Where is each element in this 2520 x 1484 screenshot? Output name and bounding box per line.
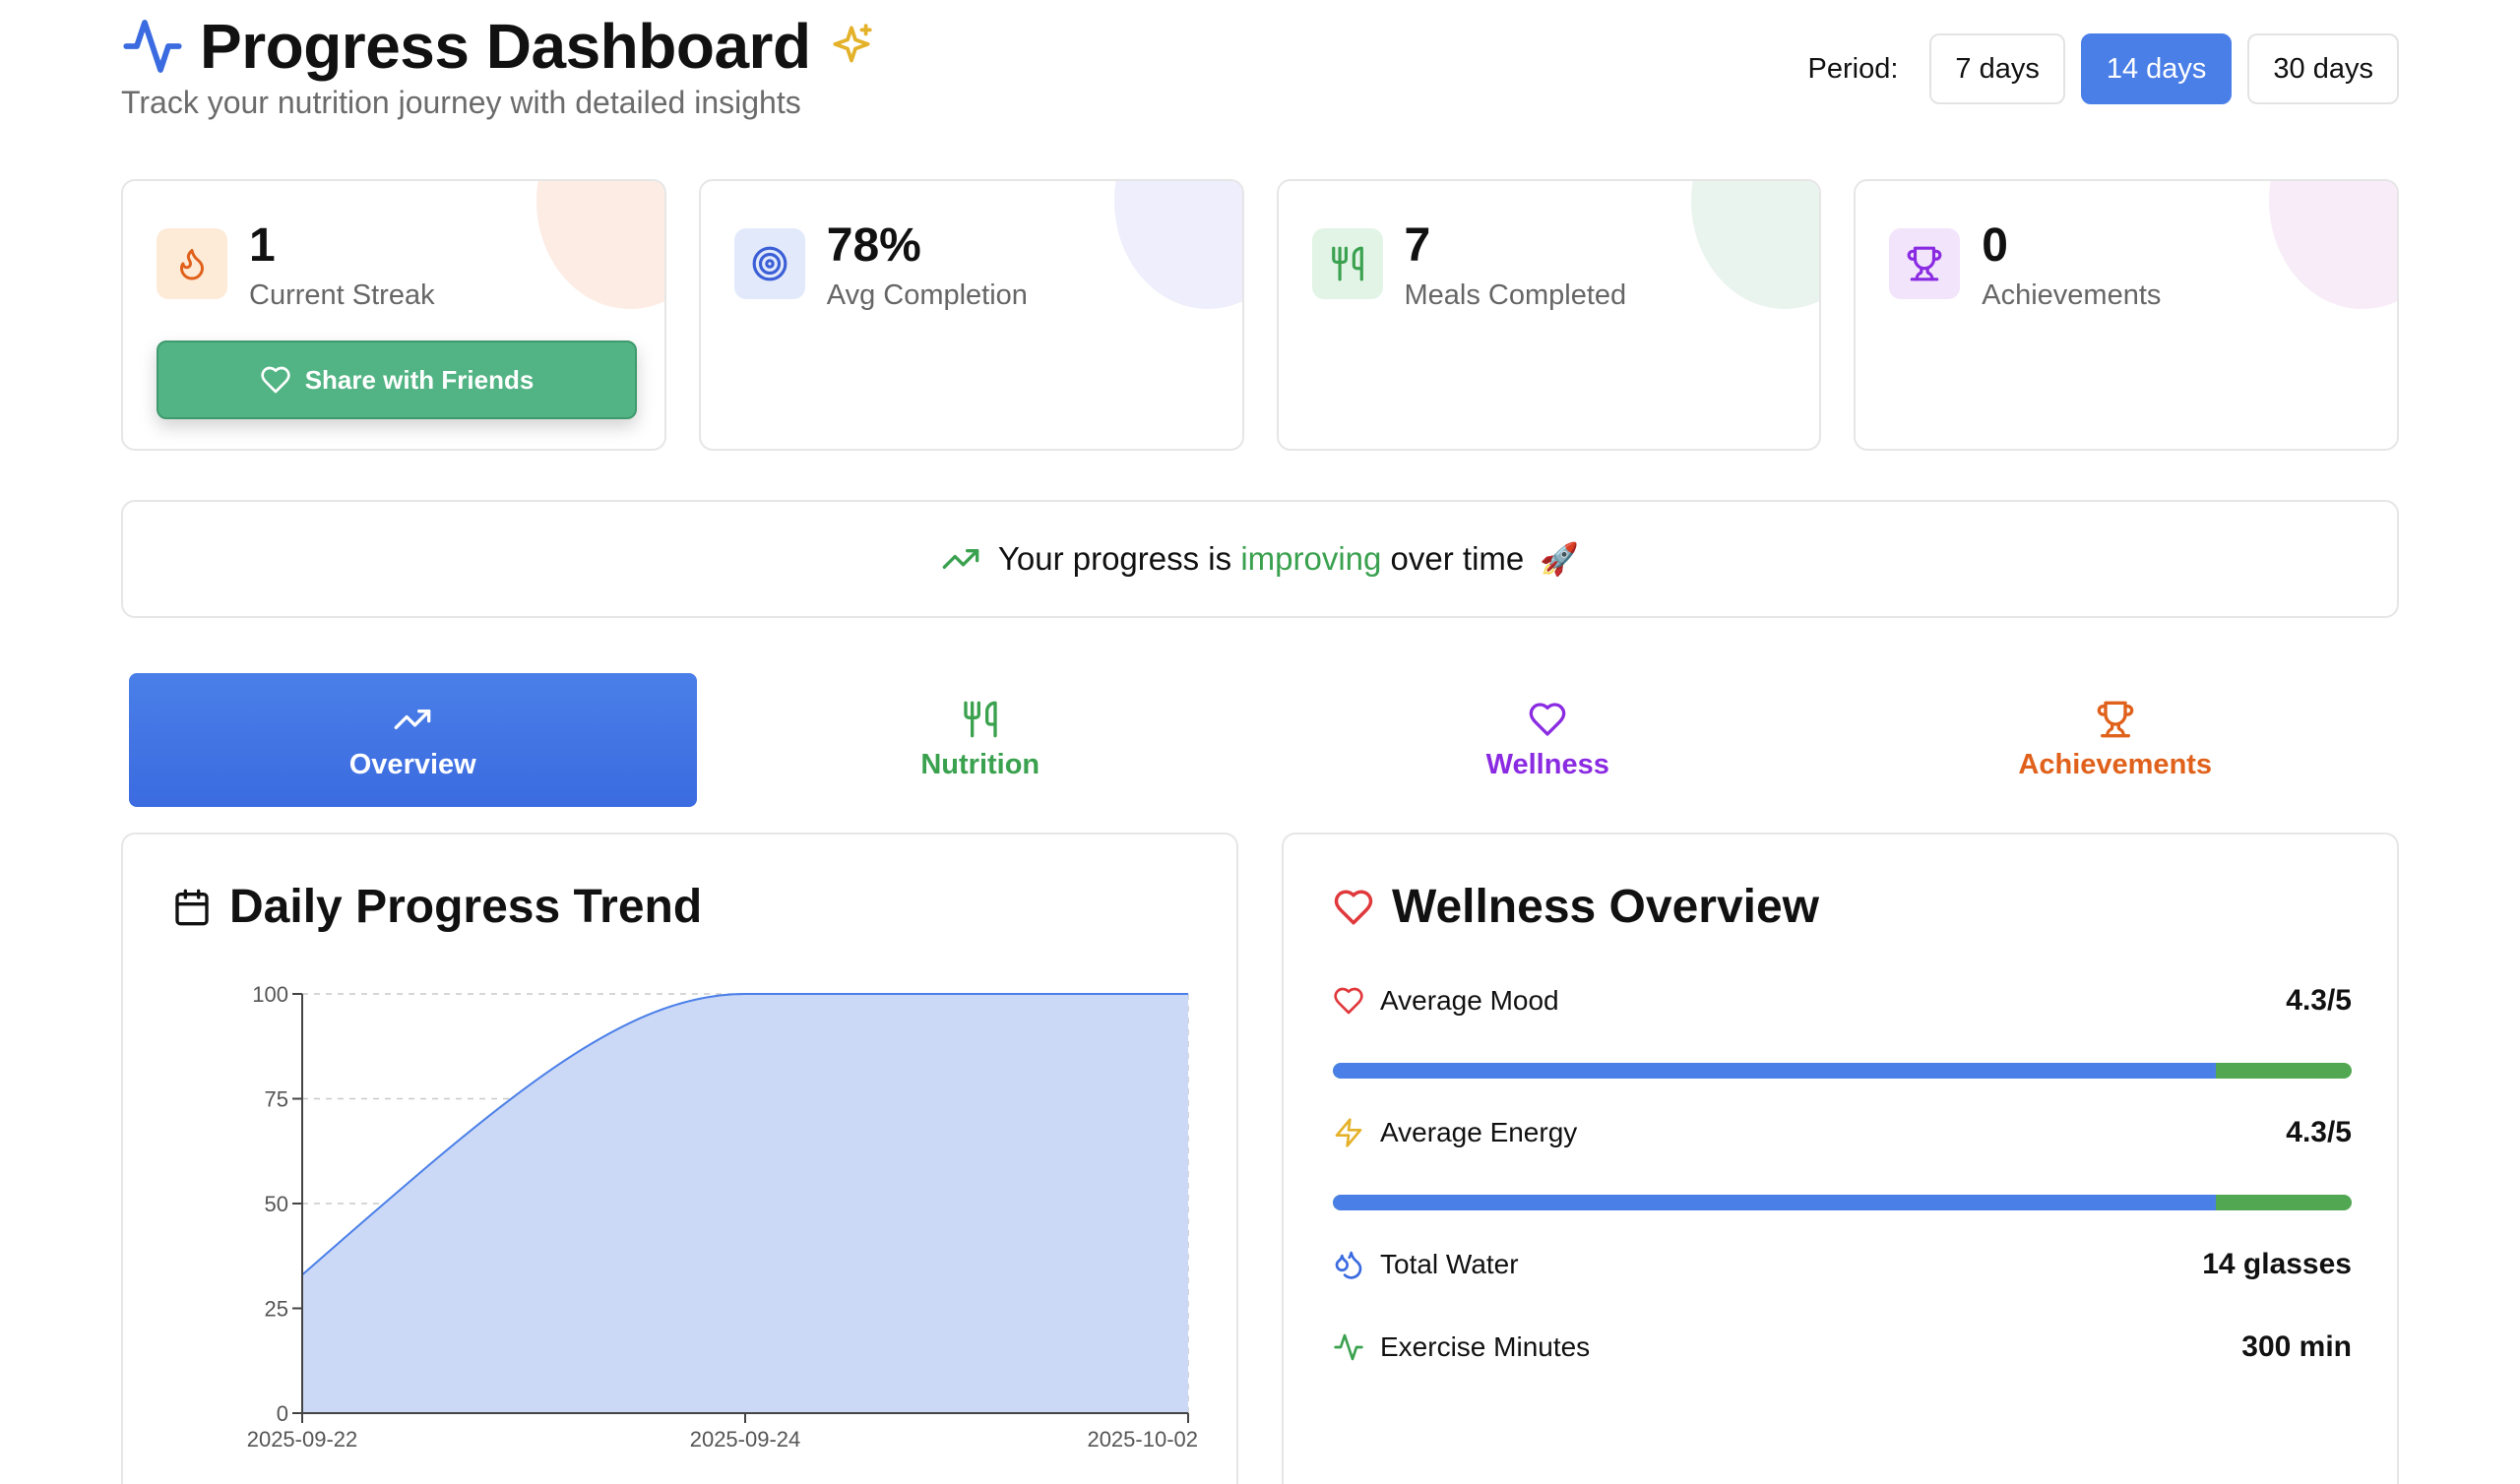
x-tick-label: 2025-10-02 xyxy=(1087,1427,1198,1452)
metric-exercise-minutes: Exercise Minutes 300 min xyxy=(1333,1330,2352,1364)
droplets-icon xyxy=(1335,1251,1362,1279)
stat-card-meals: 7 Meals Completed xyxy=(1276,179,1822,451)
metric-label: Average Energy xyxy=(1380,1117,1578,1147)
share-with-friends-button[interactable]: Share with Friends xyxy=(157,340,637,419)
metric-value: 300 min xyxy=(2241,1330,2352,1363)
y-tick-label: 75 xyxy=(265,1087,288,1112)
daily-progress-panel: Daily Progress Trend 0 25 50 75 100 2025-09-2… xyxy=(121,833,1238,1484)
stat-value: 78% xyxy=(826,219,921,272)
tab-label: Achievements xyxy=(2018,748,2213,780)
rocket-icon: 🚀 xyxy=(1540,541,1580,577)
tab-achievements[interactable]: Achievements xyxy=(1832,673,2400,807)
card-decoration xyxy=(1113,181,1242,309)
page-title: Progress Dashboard xyxy=(200,11,811,82)
banner-prefix: Your progress is xyxy=(997,540,1232,577)
stat-card-streak: 1 Current Streak Share with Friends xyxy=(121,179,666,451)
stat-icon-box xyxy=(157,228,227,299)
progress-area-chart: 0 25 50 75 100 2025-09-22 2025-09-24 2025-10-02 xyxy=(247,982,1198,1452)
tab-bar: Overview Nutrition Wellness Achievements xyxy=(129,673,2399,807)
card-decoration xyxy=(2269,181,2398,309)
page-subtitle: Track your nutrition journey with detail… xyxy=(121,85,801,120)
tab-wellness[interactable]: Wellness xyxy=(1264,673,1832,807)
heart-icon xyxy=(1334,890,1373,924)
banner-highlight: improving xyxy=(1240,540,1382,577)
period-7-days-button[interactable]: 7 days xyxy=(1929,33,2065,104)
stat-label: Avg Completion xyxy=(826,279,1028,311)
zap-icon xyxy=(1335,1118,1362,1147)
y-tick-label: 100 xyxy=(252,982,288,1007)
card-decoration xyxy=(536,181,664,309)
period-14-days-button[interactable]: 14 days xyxy=(2080,33,2233,104)
energy-progress-fill xyxy=(1333,1195,2217,1210)
metric-average-mood: Average Mood 4.3/5 xyxy=(1333,984,2352,1018)
mood-progress-bar xyxy=(1333,1063,2352,1079)
period-selector: Period: 7 days 14 days 30 days xyxy=(1807,33,2399,104)
metric-value: 4.3/5 xyxy=(2286,1116,2352,1148)
stat-value: 1 xyxy=(249,219,276,272)
stat-icon-box xyxy=(733,228,805,299)
target-icon xyxy=(752,246,788,281)
stat-value: 7 xyxy=(1404,219,1431,272)
panel-title-text: Daily Progress Trend xyxy=(229,881,703,933)
y-tick-label: 25 xyxy=(265,1297,288,1322)
panel-title-text: Wellness Overview xyxy=(1392,881,1820,933)
tab-nutrition[interactable]: Nutrition xyxy=(697,673,1265,807)
panel-title: Wellness Overview xyxy=(1333,880,1819,934)
trending-up-icon xyxy=(942,549,979,569)
heart-icon xyxy=(1529,702,1566,736)
activity-icon xyxy=(1334,1333,1363,1361)
heart-icon xyxy=(1334,987,1363,1015)
utensils-icon xyxy=(964,701,997,737)
mood-progress-fill xyxy=(1333,1063,2217,1079)
stat-label: Achievements xyxy=(1982,279,2162,311)
share-button-label: Share with Friends xyxy=(304,364,535,395)
stat-icon-box xyxy=(1889,228,1961,299)
wellness-overview-panel: Wellness Overview Average Mood 4.3/5 Ave… xyxy=(1282,833,2399,1484)
tab-label: Nutrition xyxy=(920,748,1040,780)
trending-up-icon xyxy=(394,709,431,729)
metric-value: 14 glasses xyxy=(2202,1248,2352,1280)
series-line xyxy=(301,993,1188,1276)
stat-label: Meals Completed xyxy=(1404,279,1627,311)
trophy-icon xyxy=(2097,701,2134,737)
metric-label: Average Mood xyxy=(1380,985,1559,1016)
sparkles-icon xyxy=(832,24,872,63)
stat-card-achievements: 0 Achievements xyxy=(1854,179,2399,451)
metric-label: Exercise Minutes xyxy=(1380,1331,1591,1362)
metric-total-water: Total Water 14 glasses xyxy=(1333,1248,2352,1281)
y-tick-label: 50 xyxy=(265,1192,288,1216)
stat-value: 0 xyxy=(1982,219,2008,272)
x-tick-label: 2025-09-24 xyxy=(690,1427,801,1452)
card-decoration xyxy=(1691,181,1820,309)
metric-value: 4.3/5 xyxy=(2286,984,2352,1017)
y-tick-label: 0 xyxy=(277,1401,288,1426)
utensils-icon xyxy=(1331,246,1363,281)
period-30-days-button[interactable]: 30 days xyxy=(2247,33,2399,104)
banner-suffix: over time xyxy=(1390,540,1525,577)
period-label: Period: xyxy=(1807,52,1899,85)
stat-label: Current Streak xyxy=(249,279,435,311)
stat-icon-box xyxy=(1311,228,1383,299)
heart-icon xyxy=(261,366,290,394)
tab-overview[interactable]: Overview xyxy=(129,673,697,807)
panel-title: Daily Progress Trend xyxy=(172,880,702,934)
metric-average-energy: Average Energy 4.3/5 xyxy=(1333,1116,2352,1149)
stats-row: 1 Current Streak Share with Friends 78% … xyxy=(121,179,2399,451)
page-header: Progress Dashboard Track your nutrition … xyxy=(121,0,2399,148)
flame-icon xyxy=(180,249,204,280)
energy-progress-bar xyxy=(1333,1195,2352,1210)
trophy-icon xyxy=(1907,246,1942,281)
calendar-icon xyxy=(175,889,209,925)
metric-label: Total Water xyxy=(1380,1249,1519,1279)
stat-card-completion: 78% Avg Completion xyxy=(698,179,1244,451)
tab-label: Overview xyxy=(348,748,476,780)
x-tick-label: 2025-09-22 xyxy=(247,1427,358,1452)
activity-icon xyxy=(123,20,182,73)
area-fill xyxy=(302,994,1188,1413)
title-row: Progress Dashboard xyxy=(121,10,876,83)
tab-label: Wellness xyxy=(1485,748,1609,780)
progress-banner: Your progress is improving over time 🚀 xyxy=(121,500,2399,618)
